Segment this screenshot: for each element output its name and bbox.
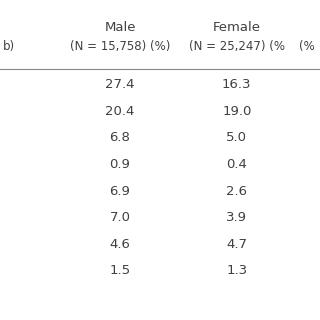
Text: 19.0: 19.0 bbox=[222, 105, 252, 118]
Text: 1.3: 1.3 bbox=[226, 264, 247, 277]
Text: 2.6: 2.6 bbox=[226, 185, 247, 197]
Text: 27.4: 27.4 bbox=[105, 78, 135, 91]
Text: 6.8: 6.8 bbox=[109, 132, 131, 144]
Text: 3.9: 3.9 bbox=[226, 211, 247, 224]
Text: (N = 25,247) (%: (N = 25,247) (% bbox=[189, 40, 285, 53]
Text: 0.9: 0.9 bbox=[109, 158, 131, 171]
Text: 1.5: 1.5 bbox=[109, 264, 131, 277]
Text: 4.7: 4.7 bbox=[226, 238, 247, 251]
Text: 6.9: 6.9 bbox=[109, 185, 131, 197]
Text: 20.4: 20.4 bbox=[105, 105, 135, 118]
Text: Female: Female bbox=[213, 21, 261, 34]
Text: 16.3: 16.3 bbox=[222, 78, 252, 91]
Text: 7.0: 7.0 bbox=[109, 211, 131, 224]
Text: 4.6: 4.6 bbox=[109, 238, 131, 251]
Text: Male: Male bbox=[104, 21, 136, 34]
Text: 0.4: 0.4 bbox=[226, 158, 247, 171]
Text: 5.0: 5.0 bbox=[226, 132, 247, 144]
Text: b): b) bbox=[3, 40, 15, 53]
Text: (N = 15,758) (%): (N = 15,758) (%) bbox=[70, 40, 170, 53]
Text: (%: (% bbox=[300, 40, 315, 53]
